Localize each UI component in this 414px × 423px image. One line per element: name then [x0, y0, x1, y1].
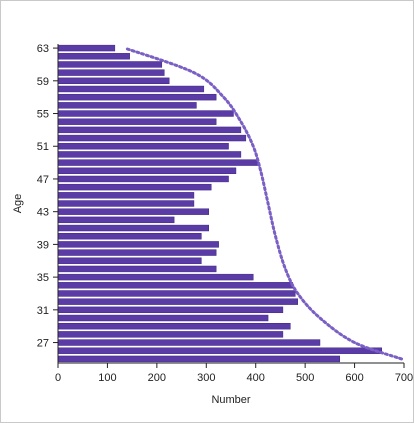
bar-age-39: [57, 241, 219, 248]
x-axis-ticks: 0 100 200 300 400 500 600 700: [55, 363, 413, 384]
bar-age-48: [57, 167, 237, 174]
x-tick-label: 500: [296, 372, 314, 384]
y-tick-label: 43: [37, 207, 49, 219]
bar-age-31: [57, 306, 284, 314]
x-tick-label: 700: [395, 372, 413, 384]
y-tick-label: 55: [37, 109, 49, 121]
bar-age-62: [57, 53, 130, 60]
y-tick-label: 31: [37, 305, 49, 317]
bar-age-60: [57, 69, 165, 76]
bar-age-46: [57, 183, 212, 191]
bar-series: [57, 44, 383, 363]
y-tick-label: 59: [37, 76, 49, 88]
x-tick-label: 200: [148, 372, 166, 384]
bar-age-32: [57, 298, 298, 305]
bar-age-56: [57, 102, 197, 109]
bar-age-58: [57, 85, 205, 93]
x-tick-label: 600: [345, 372, 363, 384]
bar-age-55: [57, 110, 234, 117]
bar-age-50: [57, 151, 242, 158]
y-tick-label: 39: [37, 239, 49, 251]
bar-age-59: [57, 77, 170, 85]
bar-age-37: [57, 257, 202, 264]
bar-age-26: [57, 347, 383, 354]
bar-age-54: [57, 118, 217, 125]
bar-age-36: [57, 265, 217, 273]
expected-distribution-curve: [123, 46, 404, 361]
bar-age-53: [57, 126, 242, 134]
bar-age-63: [57, 44, 116, 52]
bar-age-51: [57, 143, 229, 150]
bar-age-41: [57, 224, 210, 232]
bar-age-42: [57, 216, 175, 224]
bar-age-57: [57, 93, 217, 101]
bar-age-40: [57, 233, 202, 240]
x-tick-label: 300: [197, 372, 215, 384]
bar-age-29: [57, 322, 291, 330]
y-tick-label: 35: [37, 272, 49, 284]
bar-age-61: [57, 61, 163, 68]
bar-age-38: [57, 249, 217, 256]
bar-age-47: [57, 175, 229, 183]
bar-age-49: [57, 159, 259, 166]
bar-age-35: [57, 273, 254, 281]
y-axis-ticks: 27 31 35 39 43 47 51 55 59 63: [37, 43, 58, 350]
y-tick-label: 63: [37, 43, 49, 55]
bar-age-34: [57, 282, 294, 289]
bar-age-43: [57, 208, 210, 215]
x-tick-label: 400: [247, 372, 265, 384]
bar-age-28: [57, 331, 284, 338]
x-tick-label: 0: [55, 372, 61, 384]
y-tick-label: 51: [37, 141, 49, 153]
y-tick-label: 27: [37, 338, 49, 350]
bar-age-52: [57, 134, 247, 142]
bar-age-30: [57, 314, 269, 322]
bar-age-27: [57, 339, 321, 346]
x-tick-label: 100: [98, 372, 116, 384]
y-axis-title: Age: [12, 194, 24, 214]
bar-age-33: [57, 290, 296, 297]
x-axis-title: Number: [211, 394, 250, 406]
y-tick-label: 47: [37, 174, 49, 186]
bar-age-25: [57, 355, 340, 363]
bar-age-44: [57, 200, 195, 207]
bar-age-45: [57, 192, 195, 199]
